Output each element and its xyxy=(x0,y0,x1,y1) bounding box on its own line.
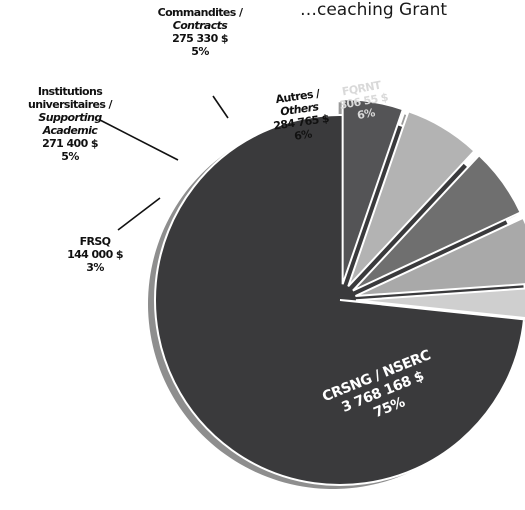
pie-slices xyxy=(153,98,525,487)
leader-line-comm xyxy=(212,95,229,119)
leader-lines xyxy=(99,95,229,231)
pie-slice-autres xyxy=(347,110,476,287)
slice-name-line-autres: Others xyxy=(279,100,320,118)
slice-name-line-comm: Commandites / xyxy=(158,6,244,19)
slice-name-line-frsq: FRSQ xyxy=(80,235,111,248)
slice-percent-frsq: 3% xyxy=(86,261,104,274)
slice-amount-comm: 275 330 $ xyxy=(172,32,228,45)
slice-percent-fqrnt: 6% xyxy=(356,106,376,122)
slice-amount-frsq: 144 000 $ xyxy=(67,248,123,261)
slice-name-line-inst: Supporting xyxy=(38,111,102,124)
slice-percent-autres: 6% xyxy=(293,127,313,142)
pie-slice-inst xyxy=(355,216,525,297)
slice-name-line-inst: universitaires / xyxy=(28,98,114,111)
slice-name-line-autres: Autres / xyxy=(275,87,322,106)
pie-slice-frsq xyxy=(355,287,525,320)
slice-name-line-inst: Academic xyxy=(42,124,98,137)
leader-line-inst xyxy=(99,119,179,161)
leader-line-frsq xyxy=(117,197,161,231)
caption-fragment: …ceaching Grant xyxy=(300,0,448,20)
slice-percent-inst: 5% xyxy=(61,150,79,163)
pie-slice-fqrnt xyxy=(341,98,405,285)
slice-name-line-comm: Contracts xyxy=(173,19,229,32)
slice-percent-comm: 5% xyxy=(191,45,209,58)
slice-amount-inst: 271 400 $ xyxy=(42,137,98,150)
pie-slice-comm xyxy=(352,153,522,292)
slice-name-line-inst: Institutions xyxy=(38,85,103,98)
